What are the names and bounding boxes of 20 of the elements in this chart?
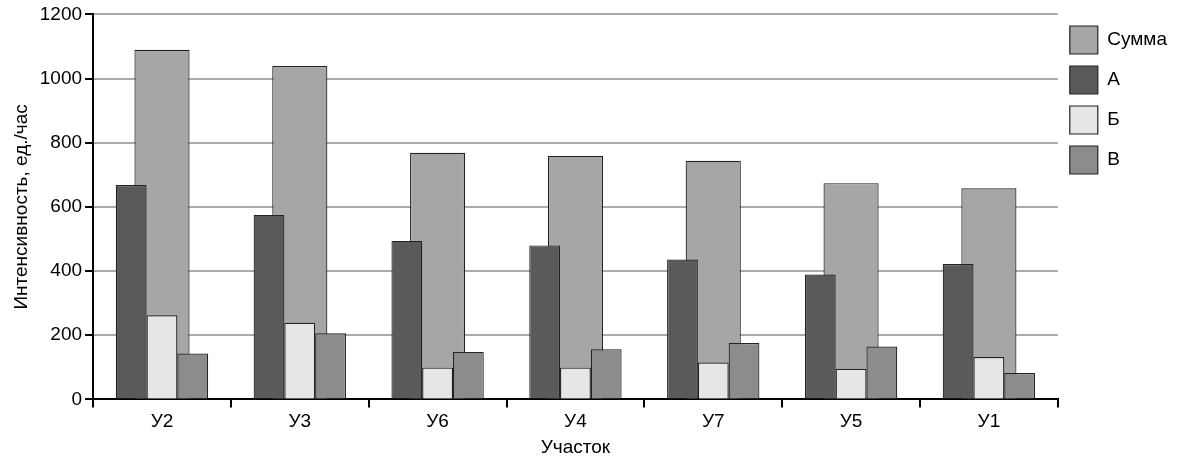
x-tick-label: У4 [564,410,588,432]
y-tick-label: 800 [50,130,83,152]
x-tick-label: У5 [839,410,863,432]
legend-label: В [1107,148,1120,170]
y-tick-label: 1200 [39,2,83,24]
x-tick-label: У3 [288,410,312,432]
y-tick-label: 600 [50,195,83,217]
y-axis-title: Интенсивность, ед./час [9,104,31,310]
x-axis-title: Участок [540,435,611,457]
x-tick-label: У6 [426,410,449,432]
legend-label: А [1107,68,1121,90]
y-tick-label: 1000 [39,66,83,88]
legend-label: Сумма [1107,28,1168,50]
y-tick-label: 0 [71,387,83,409]
y-tick-label: 400 [50,259,83,281]
x-tick-label: У1 [977,410,1001,432]
y-tick-label: 200 [50,323,83,345]
x-tick-label: У7 [701,410,725,432]
x-tick-label: У2 [150,410,174,432]
legend-label: Б [1107,108,1120,130]
